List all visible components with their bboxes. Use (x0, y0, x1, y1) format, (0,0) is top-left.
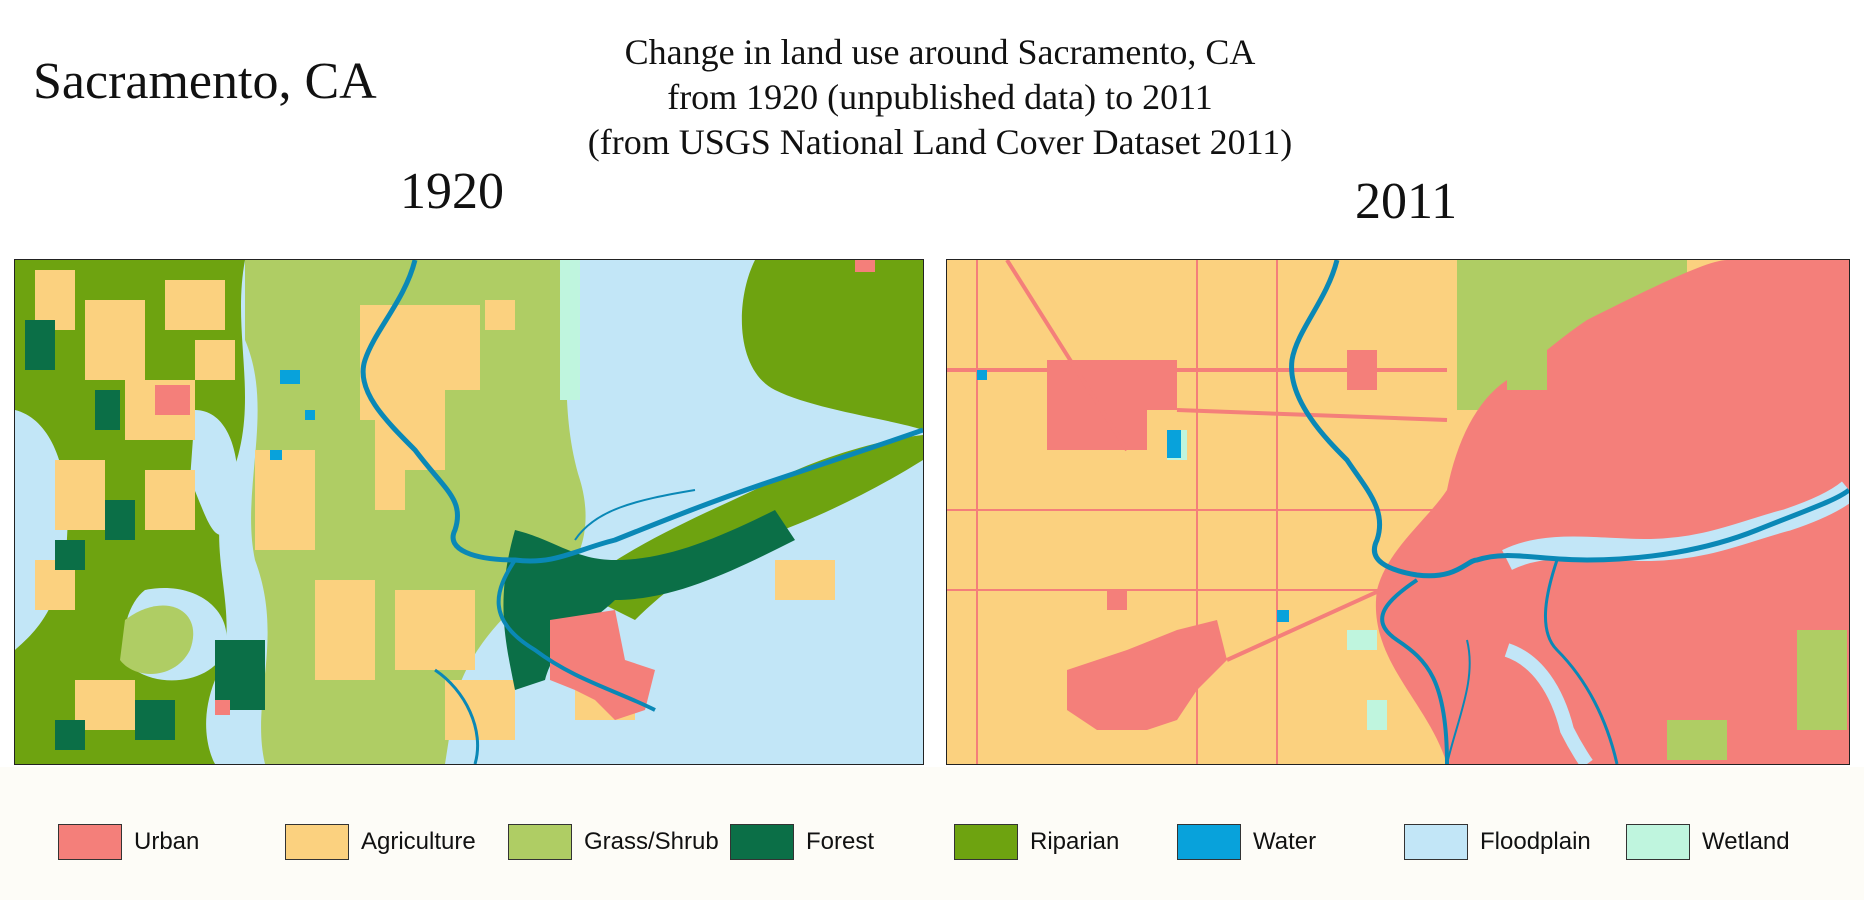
legend-item-wetland: Wetland (1626, 824, 1790, 860)
legend-label-urban: Urban (134, 828, 200, 855)
land-use-map-2011-graphic (947, 260, 1849, 764)
legend-label-riparian: Riparian (1030, 828, 1120, 855)
place-title: Sacramento, CA (33, 53, 377, 110)
legend-item-agriculture: Agriculture (285, 824, 476, 860)
land-use-map-1920 (14, 259, 924, 765)
legend-item-forest: Forest (730, 824, 874, 860)
legend-item-floodplain: Floodplain (1404, 824, 1591, 860)
legend-label-grass-shrub: Grass/Shrub (584, 828, 719, 855)
main-title-line-3: (from USGS National Land Cover Dataset 2… (587, 122, 1293, 162)
legend-swatch-grass-shrub (508, 824, 572, 860)
legend-label-agriculture: Agriculture (361, 828, 476, 855)
land-use-map-2011 (946, 259, 1850, 765)
main-title: Change in land use around Sacramento, CA… (500, 30, 1380, 165)
legend-label-wetland: Wetland (1702, 828, 1790, 855)
legend-item-urban: Urban (58, 824, 199, 860)
legend-swatch-riparian (954, 824, 1018, 860)
main-title-line-2: from 1920 (unpublished data) to 2011 (667, 77, 1213, 117)
main-title-line-1: Change in land use around Sacramento, CA (624, 32, 1256, 72)
legend-swatch-urban (58, 824, 122, 860)
legend-swatch-water (1177, 824, 1241, 860)
legend-label-floodplain: Floodplain (1480, 828, 1591, 855)
legend-label-forest: Forest (806, 828, 875, 855)
legend-swatch-agriculture (285, 824, 349, 860)
legend-item-grass-shrub: Grass/Shrub (508, 824, 719, 860)
legend-label-water: Water (1253, 828, 1317, 855)
legend-swatch-floodplain (1404, 824, 1468, 860)
map-1920-year-label: 1920 (400, 163, 504, 220)
land-use-map-1920-graphic (15, 260, 923, 764)
map-2011-year-label: 2011 (1355, 173, 1458, 230)
legend-swatch-forest (730, 824, 794, 860)
legend-item-riparian: Riparian (954, 824, 1119, 860)
legend-swatch-wetland (1626, 824, 1690, 860)
legend-item-water: Water (1177, 824, 1316, 860)
